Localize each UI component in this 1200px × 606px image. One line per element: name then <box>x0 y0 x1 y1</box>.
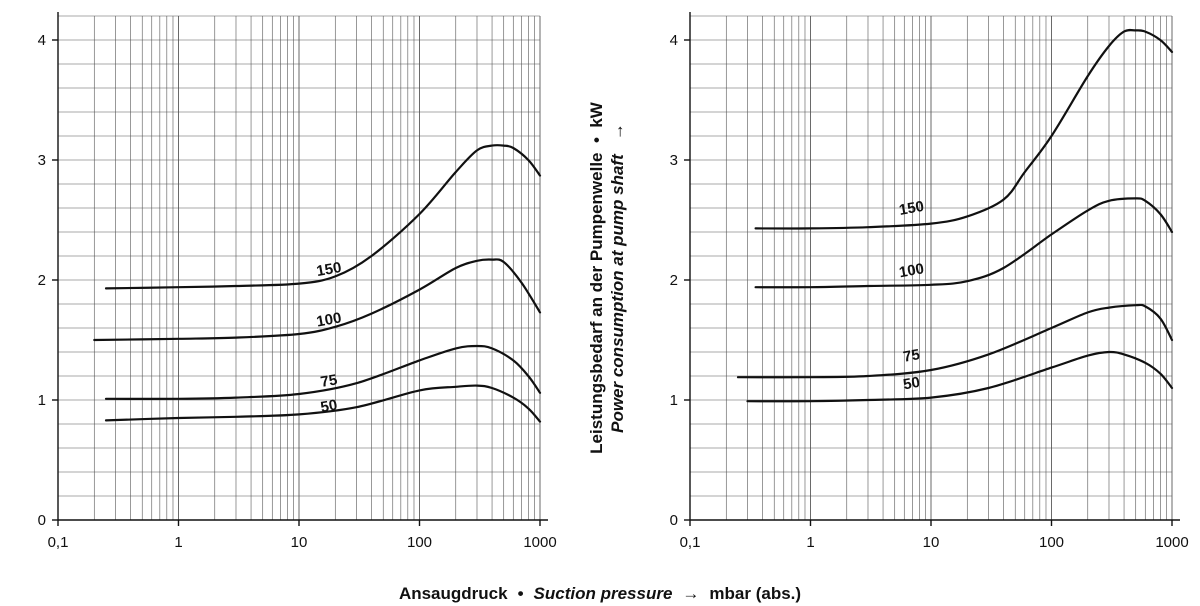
y-axis-label-de: Leistungsbedarf an der Pumpenwelle <box>587 152 606 454</box>
panel-2-curve-label-150: 150 <box>898 198 926 219</box>
panel-2-curve-label-75: 75 <box>902 346 921 366</box>
panel-2-curve-100 <box>754 197 1174 289</box>
x-axis-label-arrow: → <box>682 584 700 603</box>
panel-1-curve-label-50: 50 <box>319 397 338 417</box>
x-axis-label-separator: • <box>517 584 524 603</box>
panel-2-curve-50 <box>746 350 1174 403</box>
panel-2-x-tick-label: 100 <box>1039 534 1064 551</box>
panel-2-curve-label-100: 100 <box>898 260 926 281</box>
y-axis-label: Leistungsbedarf an der Pumpenwelle • kW … <box>586 102 628 454</box>
panel-1-curve-label-150: 150 <box>315 259 343 280</box>
panel-1-curve-label-75: 75 <box>319 371 338 391</box>
panel-2-curve-75 <box>736 303 1174 379</box>
panel-2-y-tick-label: 1 <box>670 392 678 409</box>
x-axis-label-de: Ansaugdruck <box>398 584 508 603</box>
panel-2-x-tick-label: 0,1 <box>680 534 701 551</box>
y-axis-label-arrow: → <box>608 123 627 141</box>
panel-2-y-tick-label: 2 <box>670 272 678 289</box>
x-axis-label-unit: mbar (abs.) <box>709 584 802 603</box>
panel-1-curve-150 <box>104 144 542 290</box>
panel-2-x-tick-label: 1000 <box>1155 534 1188 551</box>
panel-1-y-tick-label: 4 <box>38 32 46 49</box>
panel-2-curve-label-50: 50 <box>902 374 921 394</box>
x-axis-label-en: Suction pressure <box>533 584 673 603</box>
panel-2-y-tick-label: 4 <box>670 32 678 49</box>
panel-2-x-tick-label: 10 <box>923 534 940 551</box>
panel-2-x-tick-label: 1 <box>806 534 814 551</box>
panel-2-curve-150 <box>754 28 1174 230</box>
panel-1-x-tick-label: 1 <box>174 534 182 551</box>
panel-1-curve-75 <box>104 344 542 400</box>
y-axis-label-separator: • <box>587 137 606 144</box>
panel-1-x-tick-label: 1000 <box>523 534 556 551</box>
panel-1-x-tick-label: 10 <box>291 534 308 551</box>
panel-1-x-tick-label: 100 <box>407 534 432 551</box>
panel-2-y-tick-label: 0 <box>670 512 678 529</box>
panel-1-y-tick-label: 3 <box>38 152 46 169</box>
x-axis-label: Ansaugdruck • Suction pressure → mbar (abs.) <box>0 584 1200 604</box>
y-axis-label-en: Power consumption at pump shaft <box>608 154 627 433</box>
y-axis-label-unit: kW <box>587 102 606 128</box>
panel-1-x-tick-label: 0,1 <box>48 534 69 551</box>
panel-2-y-tick-label: 3 <box>670 152 678 169</box>
panel-1-curve-50 <box>104 384 542 423</box>
panel-1-y-tick-label: 0 <box>38 512 46 529</box>
panel-1-curve-label-100: 100 <box>315 309 343 330</box>
panel-1-curve-100 <box>93 258 542 342</box>
panel-1-y-tick-label: 1 <box>38 392 46 409</box>
panel-1-y-tick-label: 2 <box>38 272 46 289</box>
